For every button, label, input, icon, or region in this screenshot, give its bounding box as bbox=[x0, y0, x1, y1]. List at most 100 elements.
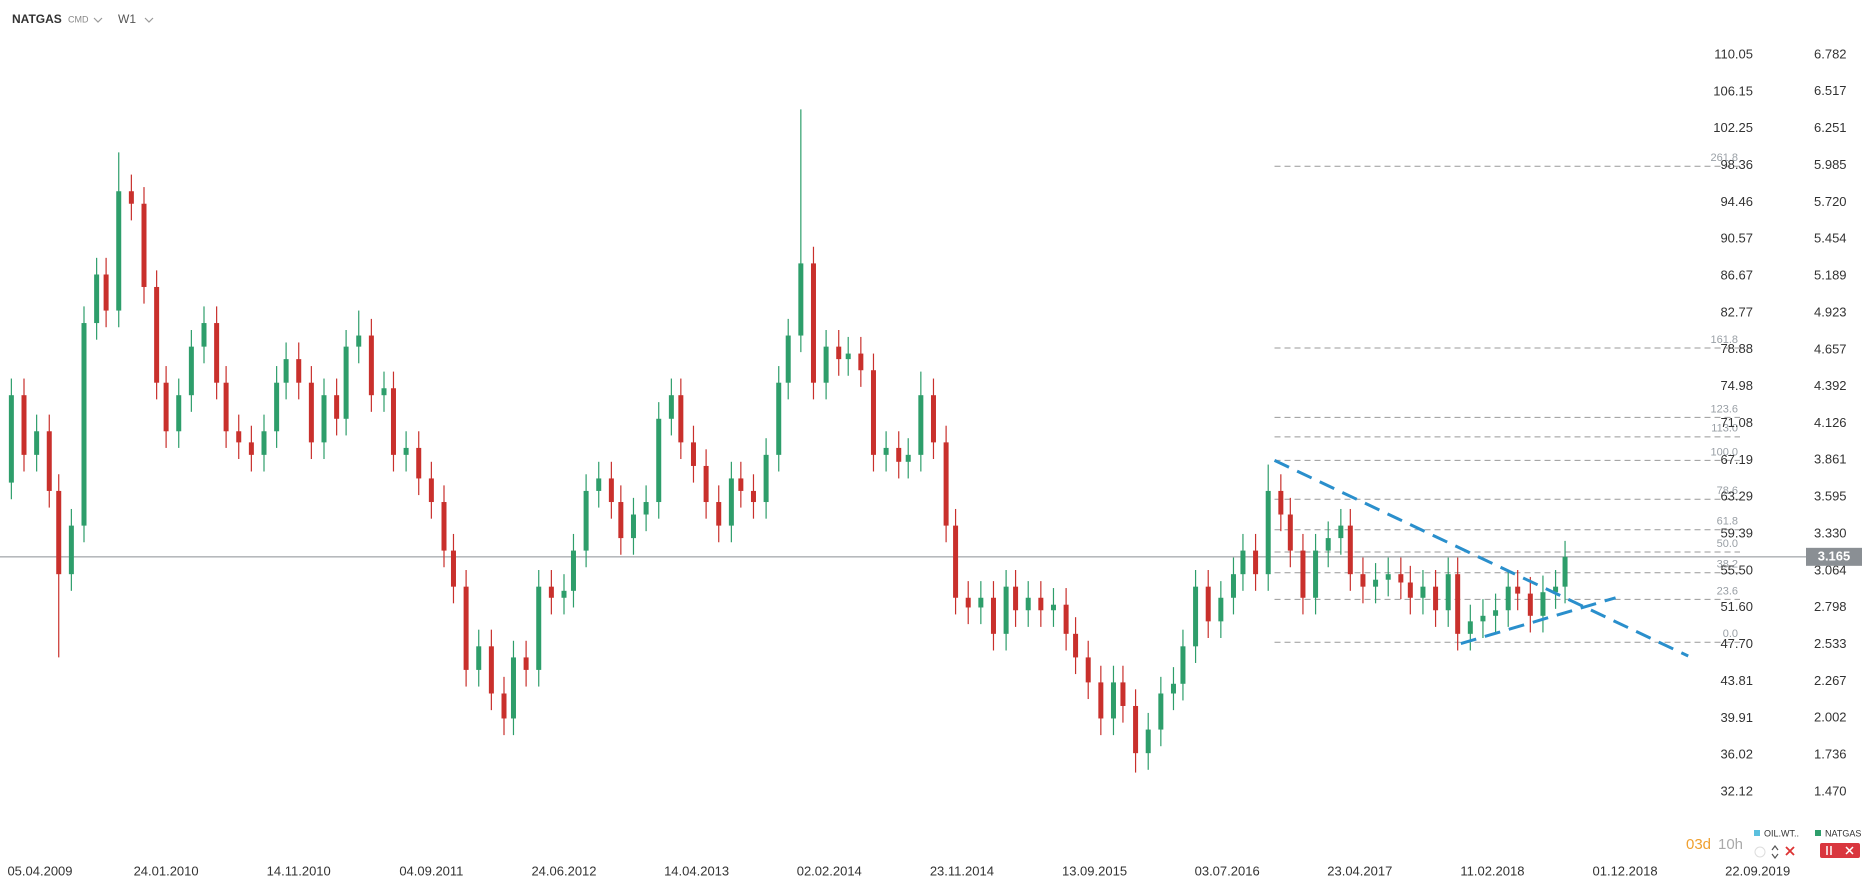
y2-tick-label: 51.60 bbox=[1720, 599, 1753, 614]
fib-label: 100.0 bbox=[1710, 446, 1738, 458]
candle-body bbox=[523, 657, 529, 670]
y-tick-label: 4.657 bbox=[1814, 341, 1847, 356]
candle-body bbox=[450, 550, 456, 587]
candle-body bbox=[943, 442, 949, 526]
y2-tick-label: 71.08 bbox=[1720, 415, 1753, 430]
fib-label: 261.8 bbox=[1710, 152, 1738, 164]
candle-body bbox=[1063, 604, 1069, 634]
candle-body bbox=[214, 323, 220, 383]
candle-body bbox=[763, 454, 769, 503]
candle-body bbox=[1385, 574, 1391, 580]
y2-tick-label: 94.46 bbox=[1720, 194, 1753, 209]
y-tick-label: 3.064 bbox=[1814, 562, 1847, 577]
candle-body bbox=[1433, 586, 1439, 611]
candle-body bbox=[823, 346, 829, 383]
candle-body bbox=[128, 191, 134, 204]
candle-body bbox=[1467, 621, 1473, 634]
y-tick-label: 6.517 bbox=[1814, 83, 1847, 98]
candle-body bbox=[441, 502, 447, 551]
candle-body bbox=[776, 382, 782, 455]
candle-body bbox=[201, 323, 207, 347]
y-tick-label: 6.251 bbox=[1814, 120, 1847, 135]
candle-body bbox=[548, 586, 554, 598]
y2-tick-label: 59.39 bbox=[1720, 526, 1753, 541]
interval[interactable]: W1 bbox=[118, 12, 136, 26]
candle-body bbox=[1085, 657, 1091, 683]
candle-body bbox=[1480, 615, 1486, 622]
y-tick-label: 1.470 bbox=[1814, 783, 1847, 798]
candle-body bbox=[1193, 586, 1199, 647]
x-tick-label: 04.09.2011 bbox=[399, 863, 463, 878]
candle-body bbox=[1110, 682, 1116, 719]
candle-body bbox=[965, 597, 971, 608]
fib-label: 0.0 bbox=[1723, 628, 1738, 640]
candle-body bbox=[1407, 582, 1413, 598]
candle-body bbox=[223, 382, 229, 432]
candle-body bbox=[978, 597, 984, 608]
y-tick-label: 6.782 bbox=[1814, 46, 1847, 61]
candle-body bbox=[463, 586, 469, 670]
candle-body bbox=[716, 502, 722, 526]
candle-body bbox=[1455, 574, 1461, 634]
price-badge-label: 3.165 bbox=[1818, 548, 1851, 563]
candle-body bbox=[1073, 633, 1079, 658]
candle-body bbox=[678, 395, 684, 443]
y2-tick-label: 63.29 bbox=[1720, 489, 1753, 504]
candle-body bbox=[1347, 525, 1353, 575]
dropdown-arrow[interactable] bbox=[144, 17, 154, 23]
candle-body bbox=[488, 646, 494, 694]
x-tick-label: 22.09.2019 bbox=[1725, 863, 1790, 878]
market: CMD bbox=[68, 14, 89, 24]
candle-body bbox=[390, 388, 396, 455]
candle-body bbox=[583, 490, 589, 551]
close-button[interactable] bbox=[1820, 843, 1860, 858]
candle-body bbox=[1325, 538, 1331, 551]
y2-tick-label: 106.15 bbox=[1713, 83, 1753, 98]
candle-body bbox=[81, 323, 87, 526]
candle-body bbox=[283, 359, 289, 383]
candle-body bbox=[1527, 593, 1533, 616]
candle-body bbox=[596, 478, 602, 491]
candle-body bbox=[334, 395, 340, 419]
candle-body bbox=[116, 191, 122, 311]
x-tick-label: 11.02.2018 bbox=[1460, 863, 1524, 878]
candle-body bbox=[810, 263, 816, 383]
symbol[interactable]: NATGAS bbox=[12, 12, 62, 26]
y-tick-label: 1.736 bbox=[1814, 747, 1847, 762]
candle-body bbox=[296, 359, 302, 383]
candle-body bbox=[1420, 586, 1426, 598]
candle-body bbox=[1240, 550, 1246, 575]
y-tick-label: 4.392 bbox=[1814, 378, 1847, 393]
candle-body bbox=[1373, 579, 1379, 587]
order-icon[interactable] bbox=[1771, 845, 1779, 859]
x-tick-label: 02.02.2014 bbox=[797, 863, 862, 878]
candle-body bbox=[68, 525, 74, 575]
candle-body bbox=[368, 335, 374, 396]
candle-body bbox=[643, 502, 649, 515]
y2-tick-label: 39.91 bbox=[1720, 710, 1753, 725]
candle-body bbox=[1287, 514, 1293, 551]
y2-tick-label: 67.19 bbox=[1720, 452, 1753, 467]
fib-label: 61.8 bbox=[1717, 516, 1738, 528]
candle-body bbox=[1050, 604, 1056, 611]
candle-body bbox=[1505, 586, 1511, 611]
fib-label: 161.8 bbox=[1710, 334, 1738, 346]
candle-body bbox=[990, 597, 996, 634]
candle-body bbox=[356, 335, 362, 347]
dropdown-arrow[interactable] bbox=[93, 17, 103, 23]
x-tick-label: 01.12.2018 bbox=[1593, 863, 1658, 878]
icon[interactable] bbox=[1754, 846, 1766, 858]
candle-body bbox=[845, 353, 851, 360]
candle-body bbox=[1278, 490, 1284, 515]
candle-body bbox=[163, 382, 169, 432]
close-icon[interactable] bbox=[1785, 846, 1795, 856]
candle-body bbox=[188, 346, 194, 396]
y2-tick-label: 78.88 bbox=[1720, 341, 1753, 356]
fib-label: 50.0 bbox=[1717, 538, 1738, 550]
candle-body bbox=[618, 502, 624, 539]
fib-label: 78.6 bbox=[1717, 485, 1738, 497]
candle-body bbox=[870, 370, 876, 455]
candle-body bbox=[1398, 574, 1404, 583]
y2-tick-label: 90.57 bbox=[1720, 231, 1753, 246]
